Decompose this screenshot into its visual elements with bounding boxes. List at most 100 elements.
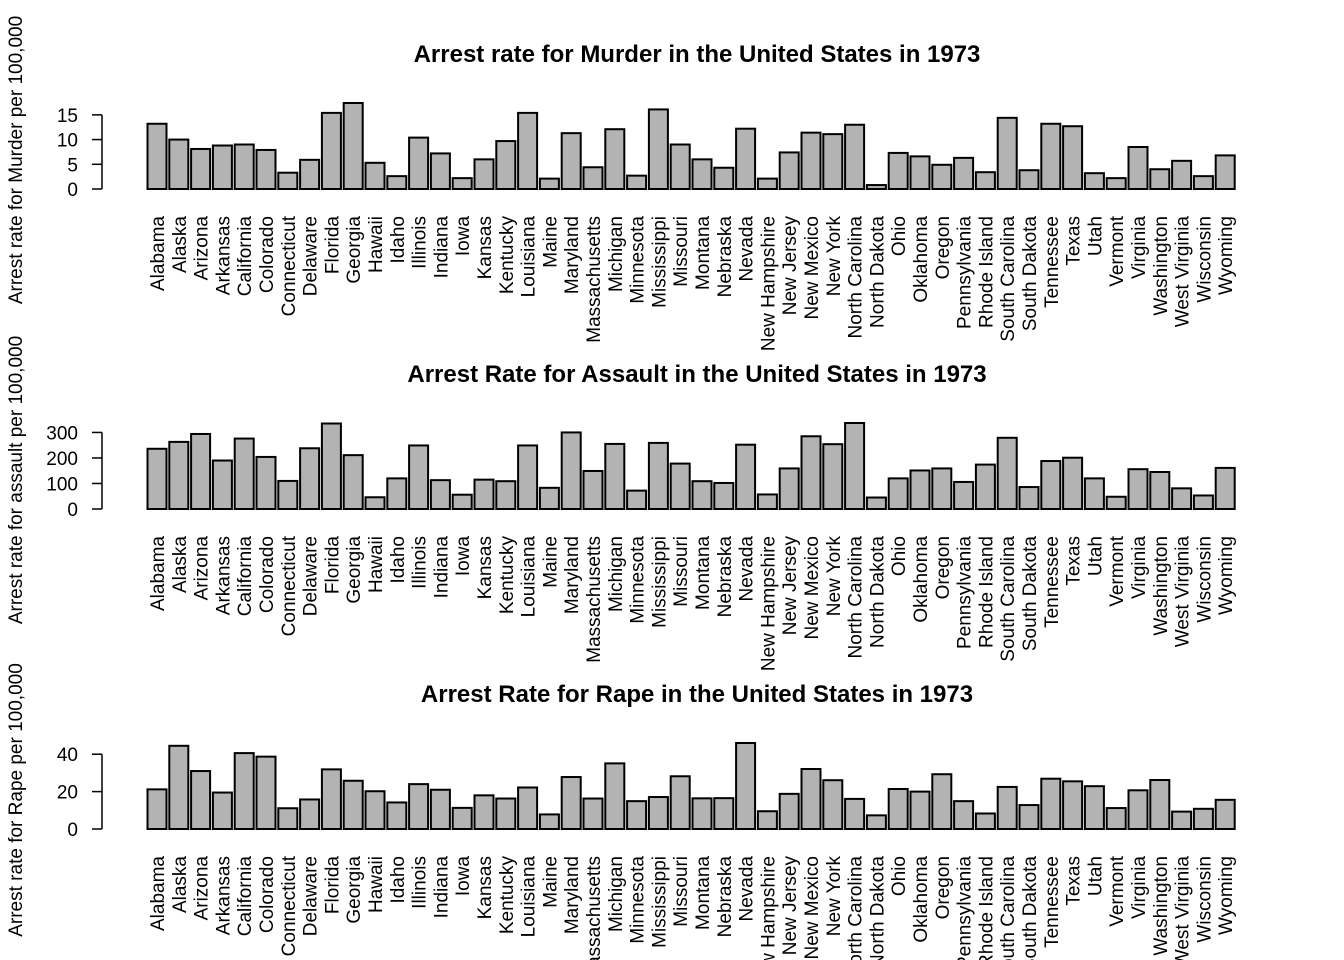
bar-idaho <box>386 175 408 191</box>
bar-montana <box>691 158 713 191</box>
x-tick-label: Wyoming <box>1216 216 1237 295</box>
x-tick-label: Oregon <box>933 536 954 599</box>
y-tick-label: 200 <box>46 449 78 470</box>
bar-georgia <box>342 102 364 190</box>
x-tick-label: Florida <box>322 856 343 915</box>
x-tick-label: Washington <box>1151 536 1172 636</box>
bar-tennessee <box>1040 777 1062 830</box>
bar-georgia <box>342 454 364 510</box>
x-tick-label: Indiana <box>431 856 452 919</box>
bar-alaska <box>168 440 190 511</box>
x-tick-label: Iowa <box>453 216 474 257</box>
x-tick-label: Maryland <box>562 536 583 614</box>
x-tick-label: Mississippi <box>649 856 670 948</box>
bar-maine <box>538 486 560 511</box>
x-tick-label: Michigan <box>606 216 627 292</box>
x-tick-label: Oregon <box>933 216 954 279</box>
bar-indiana <box>429 152 451 190</box>
bar-wyoming <box>1214 798 1236 830</box>
x-tick-label: New Hampshire <box>758 856 779 960</box>
bar-north-carolina <box>844 123 866 190</box>
bar-kansas <box>473 478 495 511</box>
x-tick-label: Florida <box>322 536 343 595</box>
x-tick-label: Hawaii <box>366 536 387 593</box>
x-tick-label: North Carolina <box>846 856 867 960</box>
x-tick-label: Georgia <box>344 536 365 604</box>
x-tick-label: Wisconsin <box>1194 536 1215 623</box>
bar-tennessee <box>1040 460 1062 511</box>
y-tick-label: 0 <box>67 820 78 841</box>
x-tick-label: Florida <box>322 216 343 275</box>
bar-vermont <box>1105 495 1127 510</box>
bar-mississippi <box>647 796 669 831</box>
bar-wisconsin <box>1192 807 1214 831</box>
x-tick-label: Montana <box>693 216 714 290</box>
y-tick-label: 0 <box>67 500 78 521</box>
bar-california <box>233 143 255 190</box>
bar-washington <box>1149 470 1171 511</box>
bar-florida <box>320 111 342 190</box>
bar-california <box>233 437 255 511</box>
bar-oregon <box>931 467 953 511</box>
bar-maine <box>538 177 560 191</box>
bar-michigan <box>604 128 626 190</box>
bar-montana <box>691 797 713 830</box>
x-tick-label: Illinois <box>410 856 431 909</box>
bar-georgia <box>342 779 364 830</box>
bar-nebraska <box>713 481 735 511</box>
x-tick-label: Missouri <box>671 536 692 607</box>
x-tick-label: Arizona <box>192 536 213 601</box>
x-tick-label: Wyoming <box>1216 856 1237 935</box>
x-tick-label: Oklahoma <box>911 216 932 303</box>
x-tick-label: Hawaii <box>366 856 387 913</box>
bar-indiana <box>429 479 451 511</box>
x-tick-label: California <box>235 856 256 937</box>
x-tick-label: Pennsylvania <box>955 536 976 649</box>
bar-california <box>233 752 255 830</box>
bar-wyoming <box>1214 466 1236 510</box>
x-tick-label: Minnesota <box>628 216 649 304</box>
x-tick-label: Arizona <box>192 216 213 281</box>
x-tick-label: Montana <box>693 856 714 930</box>
bar-colorado <box>255 755 277 830</box>
bar-minnesota <box>626 174 648 190</box>
y-tick-label: 5 <box>67 155 78 176</box>
x-tick-label: Missouri <box>671 856 692 927</box>
x-tick-label: Missouri <box>671 216 692 287</box>
x-tick-label: Arizona <box>192 856 213 921</box>
bar-michigan <box>604 442 626 510</box>
bar-pennsylvania <box>953 800 975 831</box>
x-tick-label: Connecticut <box>279 855 300 956</box>
bar-michigan <box>604 762 626 830</box>
x-tick-label: Delaware <box>301 536 322 616</box>
x-tick-label: Vermont <box>1107 855 1128 926</box>
chart-title-1: Arrest rate for Murder in the United Sta… <box>414 41 981 68</box>
x-tick-label: California <box>235 216 256 297</box>
x-tick-label: Louisiana <box>519 216 540 298</box>
bar-rhode-island <box>974 171 996 191</box>
x-tick-label: Virginia <box>1129 216 1150 279</box>
bar-minnesota <box>626 800 648 831</box>
x-tick-label: Michigan <box>606 536 627 612</box>
x-tick-label: Ohio <box>889 536 910 576</box>
bar-utah <box>1083 172 1105 191</box>
bar-delaware <box>299 798 321 831</box>
x-tick-label: New Hampshire <box>758 536 779 671</box>
x-tick-label: Tennessee <box>1042 536 1063 628</box>
y-tick-label: 100 <box>46 474 78 495</box>
bar-arizona <box>190 770 212 830</box>
x-tick-label: Iowa <box>453 856 474 897</box>
x-tick-label: Minnesota <box>628 856 649 944</box>
x-tick-label: Connecticut <box>279 535 300 636</box>
x-tick-label: West Virginia <box>1173 216 1194 328</box>
bar-massachusetts <box>582 166 604 190</box>
bar-rhode-island <box>974 812 996 830</box>
bar-arizona <box>190 147 212 190</box>
x-tick-label: Georgia <box>344 856 365 924</box>
x-tick-label: New Mexico <box>802 216 823 319</box>
y-axis-label-2: Arrest rate for assault per 100,000 <box>6 336 27 624</box>
bar-virginia <box>1127 789 1149 830</box>
bar-new-hampshire <box>756 810 778 831</box>
x-tick-label: Tennessee <box>1042 856 1063 948</box>
bar-louisiana <box>517 444 539 510</box>
